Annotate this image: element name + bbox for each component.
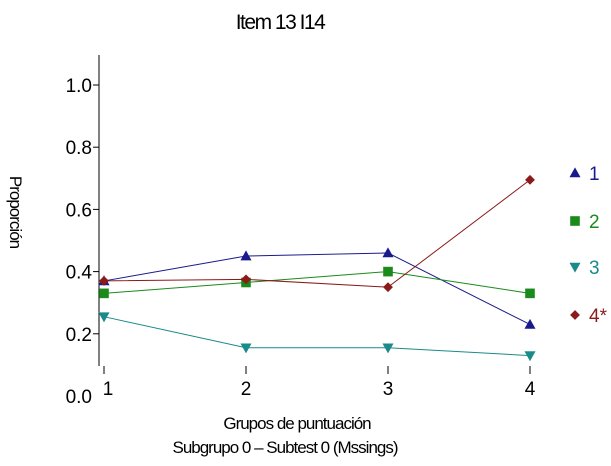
x-tick-label: 3 [383,379,394,400]
x-axis-label: Grupos de puntuación [223,414,371,433]
data-point [383,266,393,277]
y-tick-label: 0.4 [66,263,93,284]
y-axis-label: Proporción [6,176,25,249]
data-point [525,288,535,299]
series-layer [98,174,536,362]
y-tick-label: 0.2 [66,325,92,346]
series-line [103,271,531,294]
series-line [103,316,531,357]
legend-marker [570,310,580,320]
legend-label: 2 [589,212,600,233]
data-point [524,318,536,329]
legend-item: 3 [569,258,600,279]
x-axis: 1 2 3 4 [103,366,536,400]
x-tick-label: 1 [103,379,114,400]
data-point [382,247,394,258]
data-point [240,343,252,354]
legend-marker [570,216,580,226]
data-point [524,351,536,362]
data-point [241,274,251,285]
chart-title: Item 13 I14 [236,11,326,34]
series-4 [99,174,535,293]
series-line [103,179,531,288]
legend-item: 4* [570,306,608,327]
series-2 [99,266,535,299]
legend-item: 1 [569,164,600,185]
data-point [525,174,535,185]
data-point [99,288,109,299]
data-point [98,312,110,323]
x-tick-label: 2 [241,379,252,400]
data-point [99,276,109,286]
y-tick-label: 1.0 [66,76,92,97]
x-axis-sublabel: Subgrupo 0 – Subtest 0 (Mssings) [172,438,397,457]
data-point [383,282,393,293]
y-tick-label: 0.6 [66,200,92,221]
y-axis: 0.0 0.2 0.4 0.6 0.8 1.0 [66,76,99,408]
y-tick-label: 0.8 [66,138,92,159]
x-tick-label: 4 [525,379,536,400]
series-1 [98,247,536,329]
series-line [103,252,531,325]
legend-label: 4* [589,306,608,327]
legend-label: 3 [589,258,600,279]
series-3 [98,312,536,362]
legend-marker [569,262,581,273]
data-point [382,343,394,354]
legend-label: 1 [589,164,600,185]
legend-item: 2 [570,212,600,233]
legend: 1 2 3 4* [569,164,608,327]
y-tick-label: 0.0 [66,387,92,408]
legend-marker [569,167,581,178]
data-point [240,250,252,261]
